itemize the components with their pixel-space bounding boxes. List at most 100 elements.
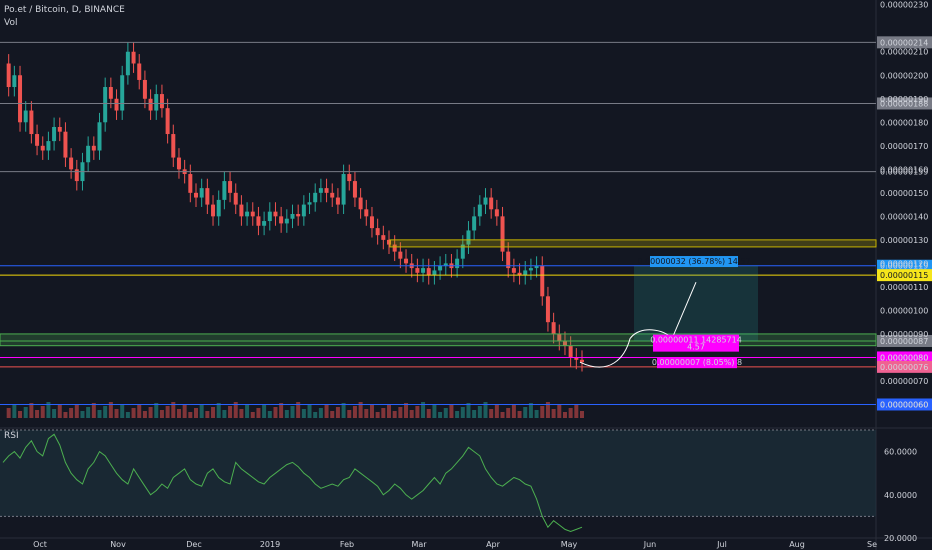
- volume-bar: [57, 405, 62, 418]
- volume-bar: [23, 407, 28, 418]
- volume-bar: [483, 402, 488, 418]
- rsi-tick-label: 20.0000: [884, 534, 917, 543]
- volume-bar: [86, 407, 91, 418]
- level-label: 0.00000115: [880, 271, 928, 280]
- volume-bar: [404, 403, 409, 418]
- volume-bar: [290, 406, 295, 418]
- volume-bar: [6, 408, 11, 418]
- volume-bar: [296, 402, 301, 418]
- volume-bar: [74, 404, 79, 418]
- volume-bar: [449, 404, 454, 418]
- candle-body: [528, 268, 533, 271]
- candle-body: [69, 157, 74, 170]
- level-label-bg: [877, 351, 932, 364]
- candle-body: [460, 244, 465, 259]
- candle-body: [483, 197, 488, 205]
- candle-body: [137, 63, 142, 80]
- volume-bar: [364, 409, 369, 418]
- volume-bar: [188, 412, 193, 418]
- candle-body: [205, 188, 210, 205]
- candle-body: [148, 98, 153, 111]
- time-tick-label: May: [561, 540, 578, 549]
- level-label: 0.00000214: [880, 38, 928, 47]
- volume-bar: [358, 402, 363, 418]
- time-tick-label: 2019: [260, 540, 280, 549]
- volume-bar: [80, 411, 85, 418]
- time-tick-label: Nov: [110, 540, 126, 549]
- candle-body: [23, 110, 28, 123]
- projected-path: [579, 282, 697, 368]
- volume-bar: [369, 405, 374, 418]
- volume-bar: [279, 403, 284, 418]
- time-tick-label: Jul: [716, 540, 727, 549]
- candle-body: [216, 199, 221, 217]
- price-tick-label: 0.00000120: [880, 259, 928, 268]
- candle-body: [472, 216, 477, 231]
- price-axis: 0.00000230 0.00000210 0.00000200 0.00000190…: [880, 1, 928, 410]
- candle-body: [273, 211, 278, 217]
- volume-bar: [460, 407, 465, 418]
- volume-bar: [506, 408, 511, 418]
- candle-body: [211, 204, 216, 217]
- level-label: 0.00000060: [880, 400, 928, 409]
- rsi-tick-label: 40.0000: [884, 491, 917, 500]
- candle-body: [381, 235, 386, 240]
- price-tick-label: 0.00000160: [880, 165, 928, 174]
- candle-body: [489, 197, 494, 210]
- mid-annotation-line2: 4.57: [687, 343, 705, 352]
- volume-bar: [194, 408, 198, 418]
- volume-bar: [500, 412, 505, 418]
- volume-bar: [52, 409, 57, 418]
- volume-bar: [284, 410, 289, 418]
- candle-body: [375, 228, 380, 236]
- volume-label: Vol: [4, 18, 18, 28]
- volume-bar: [211, 407, 216, 418]
- gain-annotation-bg: [650, 256, 738, 268]
- candle-body: [477, 204, 482, 217]
- candle-body: [364, 209, 369, 217]
- candle-body: [500, 216, 505, 252]
- volume-bar: [421, 402, 426, 418]
- volume-bar: [159, 410, 164, 418]
- candle-body: [574, 357, 579, 360]
- volume-bar: [551, 409, 556, 418]
- volume-bar: [46, 402, 51, 418]
- volume-bar: [523, 407, 528, 418]
- candle-body: [29, 110, 34, 135]
- volume-bar: [120, 405, 125, 418]
- time-tick-label: Feb: [340, 540, 354, 549]
- volume-bar: [114, 409, 119, 418]
- candle-body: [426, 268, 431, 276]
- time-axis: Oct Nov Dec 2019 Feb Mar Apr May Jun Jul Aug Se: [33, 540, 877, 549]
- level-label-bg: [877, 398, 932, 411]
- level-label-bg: [877, 269, 932, 282]
- candle-body: [6, 63, 11, 88]
- level-label-bg: [877, 97, 932, 110]
- volume-bar: [91, 403, 96, 418]
- level-label-bg: [877, 259, 932, 272]
- rsi-tick-label: 60.0000: [884, 448, 917, 457]
- time-tick-label: Mar: [411, 540, 427, 549]
- drop-annotation-bg: [657, 357, 737, 369]
- volume-bar: [562, 412, 567, 418]
- price-tick-label: 0.00000070: [880, 377, 928, 386]
- drop-annotation: 0.00000007 (8.05%) 8: [652, 358, 742, 367]
- candle-body: [91, 145, 96, 151]
- candles: [6, 42, 584, 372]
- candle-body: [35, 134, 40, 146]
- volume-bar: [239, 409, 244, 418]
- candle-body: [562, 340, 567, 346]
- candle-body: [86, 145, 91, 163]
- volume-bar: [103, 406, 108, 418]
- candle-body: [279, 216, 284, 224]
- level-label: 0.00000188: [880, 99, 928, 108]
- volume-bar: [199, 404, 204, 418]
- candle-body: [404, 258, 409, 264]
- time-tick-label: Aug: [789, 540, 805, 549]
- candle-body: [568, 345, 573, 358]
- level-label-bg: [877, 334, 932, 347]
- candle-body: [335, 197, 340, 205]
- candle-body: [392, 244, 397, 252]
- candle-body: [369, 216, 374, 229]
